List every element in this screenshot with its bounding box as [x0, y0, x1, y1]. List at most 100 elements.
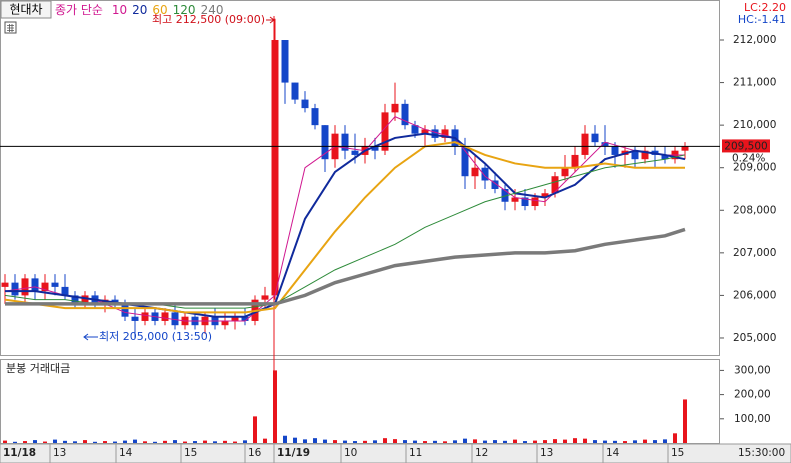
volume-bar [343, 440, 347, 443]
settings-icon[interactable] [4, 21, 17, 34]
volume-bar [203, 440, 207, 443]
volume-bar [223, 440, 227, 443]
candle-body [441, 129, 449, 138]
change-label: 0.24% [732, 152, 765, 164]
candle-body [601, 142, 609, 147]
last-price-label: 209,500 [724, 140, 767, 152]
candle-body [421, 129, 429, 134]
volume-bar [153, 441, 157, 443]
last-price-box [722, 139, 770, 153]
candle-body [231, 316, 239, 321]
x-tick-label: 11 [409, 447, 422, 459]
volume-bar [133, 439, 137, 443]
candle-body [131, 316, 139, 321]
candle-body [521, 197, 529, 207]
volume-bar [263, 438, 267, 443]
volume-bar [213, 441, 217, 443]
volume-bar [423, 441, 427, 443]
x-tick-label: 14 [119, 447, 133, 459]
legend-entry[interactable]: 120 [173, 3, 196, 17]
volume-bar [123, 440, 127, 443]
candle-body [371, 146, 379, 151]
x-tick-label: 11/18 [3, 447, 36, 459]
candle-body [21, 278, 29, 296]
candle-body [581, 133, 589, 155]
legend-entry[interactable]: 60 [152, 3, 167, 17]
volume-bar [243, 440, 247, 443]
candle-body [41, 282, 49, 292]
volume-bar [593, 440, 597, 443]
volume-bar [13, 441, 17, 443]
candle-body [321, 125, 329, 160]
volume-bar [603, 440, 607, 443]
marks [0, 16, 724, 443]
candle-body [531, 197, 539, 207]
volume-bar [393, 439, 397, 443]
min-annotation: 최저 205,000 (13:50) [99, 330, 212, 343]
candle-body [681, 146, 689, 151]
x-tick-label: 12 [475, 447, 488, 459]
x-axis-strip [0, 443, 791, 463]
legend-entry[interactable]: 10 [112, 3, 127, 17]
stock-button[interactable] [0, 0, 52, 19]
volume-bar [503, 440, 507, 443]
candle-body [141, 312, 149, 321]
candle-body [1, 282, 9, 287]
legend-entry[interactable]: 20 [132, 3, 147, 17]
volume-bar [513, 439, 517, 443]
x-tick-label: 15 [184, 447, 197, 459]
candle-body [391, 103, 399, 113]
candle-body [561, 167, 569, 177]
candle-body [161, 312, 169, 321]
y-tick-label: 300,00 [734, 364, 771, 376]
volume-bar [33, 440, 37, 443]
y-tick-label: 208,000 [733, 204, 776, 216]
volume-bar [293, 437, 297, 443]
candle-body [81, 295, 89, 304]
volume-bar [83, 440, 87, 443]
x-tick-label: 10 [344, 447, 357, 459]
candle-body [551, 176, 559, 194]
y-tick-label: 211,000 [733, 77, 776, 89]
volume-bar [23, 441, 27, 443]
volume-bar [313, 438, 317, 443]
volume-bar [663, 439, 667, 443]
candle-body [501, 188, 509, 202]
volume-bar [683, 399, 687, 443]
volume-bar [583, 438, 587, 443]
volume-bar [573, 438, 577, 443]
candle-body [381, 112, 389, 151]
volume-bar [353, 441, 357, 443]
candle-body [591, 133, 599, 143]
volume-bar [633, 440, 637, 443]
volume-bar [673, 433, 677, 443]
x-tick-label: 13 [540, 447, 553, 459]
volume-bar [563, 439, 567, 443]
candle-body [661, 154, 669, 160]
volume-bar [73, 441, 77, 443]
volume-bar [363, 440, 367, 443]
volume-bar [443, 441, 447, 443]
volume-bar [373, 440, 377, 443]
legend-entry[interactable]: 240 [201, 3, 224, 17]
candle-body [571, 154, 579, 168]
candle-body [431, 129, 439, 138]
volume-bar [413, 440, 417, 443]
legend-prefix: 종가 단순 [55, 3, 103, 17]
candle-body [511, 197, 519, 202]
candle-body [461, 146, 469, 177]
volume-bar [463, 438, 467, 443]
volume-bar [163, 440, 167, 443]
volume-bar [113, 441, 117, 443]
y-tick-label: 207,000 [733, 247, 776, 259]
price-panel [0, 0, 720, 356]
volume-panel [0, 359, 720, 444]
volume-bar [523, 441, 527, 443]
y-tick-label: 209,000 [733, 162, 776, 174]
y-tick-label: 200,00 [734, 389, 771, 401]
candle-body [241, 316, 249, 321]
volume-bar [543, 440, 547, 443]
candle-body [341, 133, 349, 151]
